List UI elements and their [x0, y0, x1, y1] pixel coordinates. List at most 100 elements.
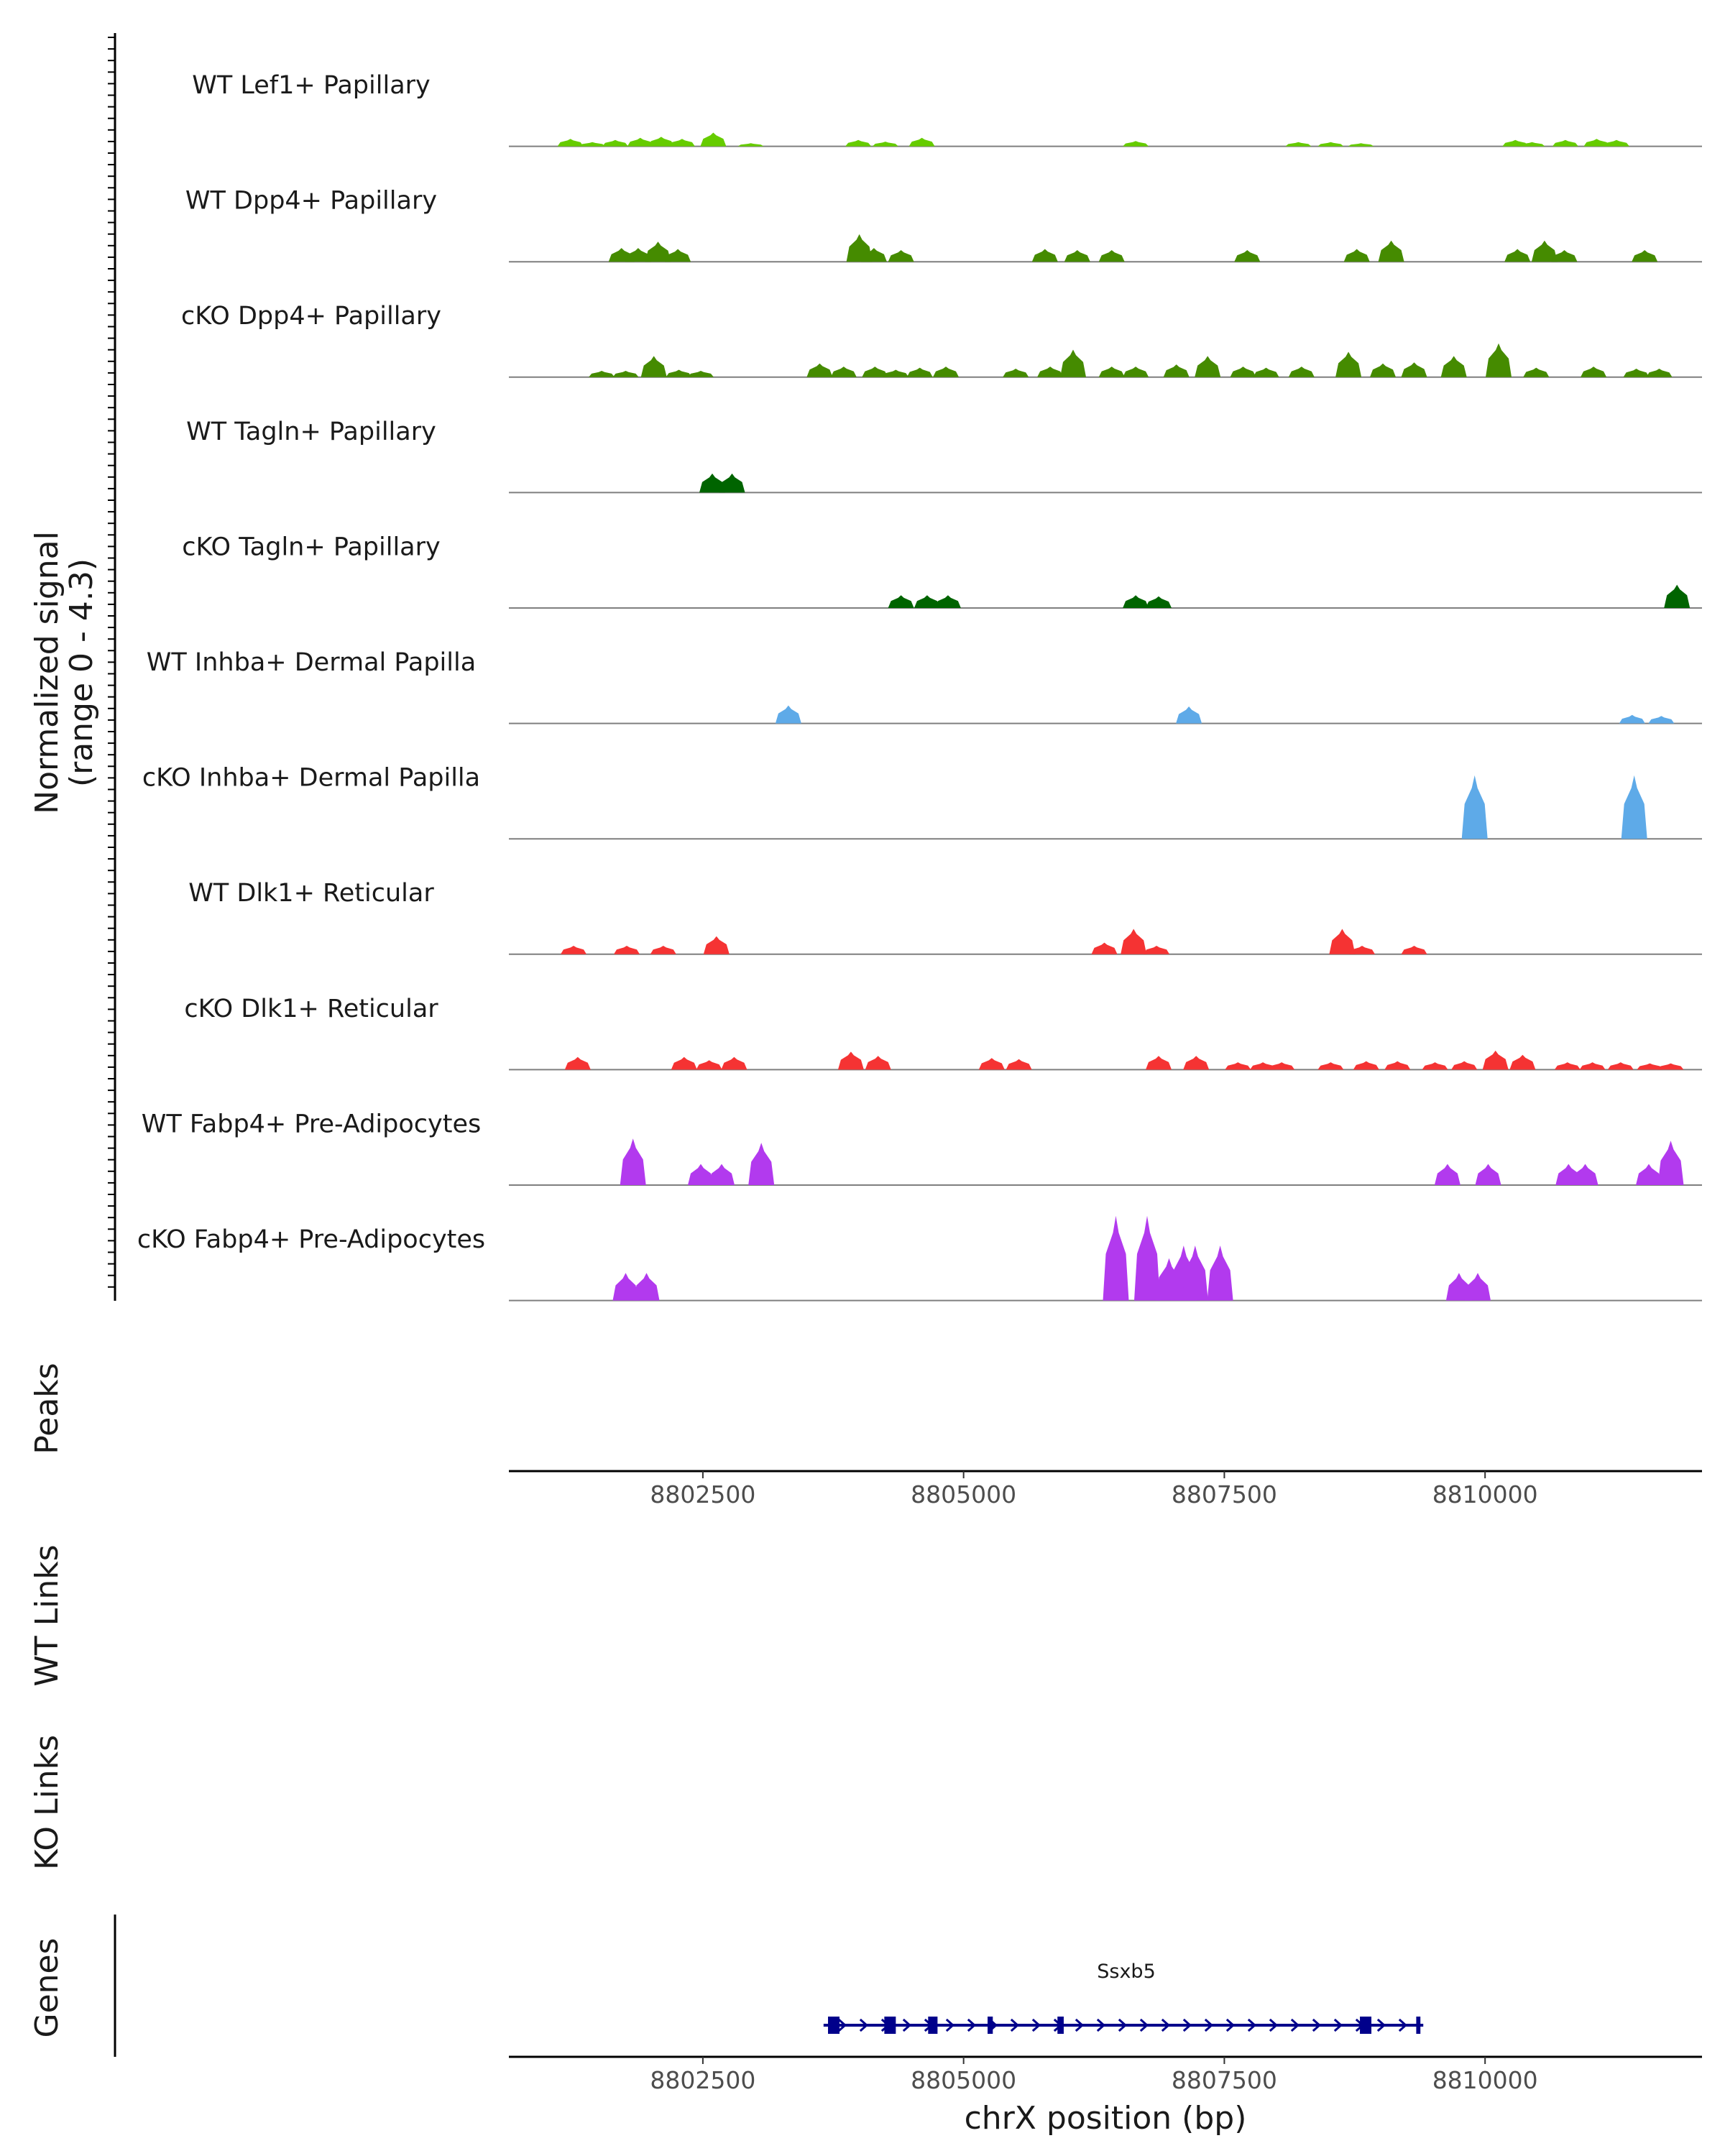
signal-peak [627, 137, 653, 147]
signal-peak [1234, 250, 1261, 262]
track-label: WT Dlk1+ Reticular [188, 879, 434, 908]
signal-peak [668, 139, 695, 147]
strand-arrow-icon [1075, 2018, 1085, 2032]
signal-peak [589, 371, 615, 377]
signal-peak [1434, 1164, 1460, 1185]
signal-peak [1504, 249, 1531, 262]
signal-peak [1370, 363, 1396, 377]
signal-peak [1572, 1164, 1598, 1185]
signal-peak [1445, 1273, 1472, 1301]
signal-peak [1486, 343, 1512, 377]
peaks-x-axis-ticks: 8802500 8805000 8807500 8810000 [650, 1471, 1538, 1508]
signal-peak [1451, 1061, 1478, 1070]
signal-peak [908, 137, 935, 147]
signal-peak [1183, 1056, 1210, 1070]
signal-peak [1317, 142, 1344, 147]
signal-peak [1182, 1245, 1208, 1301]
signal-peak [914, 595, 940, 608]
strand-arrow-icon [1118, 2018, 1128, 2032]
signal-peak [1146, 1056, 1172, 1070]
signal-peak [1123, 141, 1149, 147]
signal-peak [1288, 367, 1315, 377]
signal-peak [1146, 596, 1172, 608]
signal-peak [1103, 1215, 1129, 1301]
signal-peak [1121, 929, 1147, 954]
strand-arrow-icon [945, 2018, 955, 2032]
signal-peak [620, 1138, 646, 1185]
x-tick-label: 8805000 [911, 2066, 1016, 2094]
signal-peak [1176, 706, 1202, 724]
signal-peak [1006, 1059, 1032, 1070]
signal-peak [1632, 250, 1658, 262]
y-axis-label: Normalized signal [29, 531, 65, 814]
gene-exon [1416, 2017, 1421, 2034]
signal-peak [1091, 942, 1118, 954]
x-tick-label: 8802500 [650, 1480, 755, 1508]
coverage-track: WT Dlk1+ Reticular [188, 879, 1702, 955]
signal-peak [665, 249, 691, 262]
signal-peak [721, 1056, 748, 1070]
signal-peak [1037, 367, 1064, 377]
signal-peak [1269, 1062, 1295, 1070]
signal-peak [633, 1273, 660, 1301]
signal-peak [688, 1164, 714, 1185]
signal-peak [1031, 249, 1058, 262]
strand-arrow-icon [1290, 2018, 1300, 2032]
signal-peak [1619, 714, 1645, 724]
signal-peak [561, 946, 586, 954]
strand-arrow-icon [1376, 2018, 1386, 2032]
strand-arrow-icon [902, 2018, 912, 2032]
signal-peak [1285, 142, 1312, 147]
coverage-track: WT Lef1+ Papillary [192, 71, 1702, 147]
signal-peak [830, 367, 857, 377]
signal-peak [1657, 1141, 1684, 1185]
signal-peak [1623, 369, 1650, 377]
strand-arrow-icon [1269, 2018, 1279, 2032]
signal-peak [837, 1051, 864, 1070]
track-label: WT Lef1+ Papillary [192, 71, 431, 100]
signal-peak [579, 142, 606, 147]
signal-peak [1195, 356, 1221, 377]
coverage-track: cKO Fabp4+ Pre-Adipocytes [137, 1215, 1702, 1302]
signal-peak [1123, 367, 1149, 377]
genes-x-axis-ticks: 8802500 8805000 8807500 8810000 [650, 2057, 1538, 2094]
signal-peak [1348, 143, 1374, 147]
signal-peak [1475, 1164, 1501, 1185]
signal-peak [1163, 364, 1190, 377]
signal-peak [1335, 351, 1362, 377]
strand-arrow-icon [1247, 2018, 1257, 2032]
strand-arrow-icon [1398, 2018, 1408, 2032]
strand-arrow-icon [1312, 2018, 1322, 2032]
signal-peak [1509, 1054, 1536, 1070]
signal-peak [696, 1060, 722, 1070]
gene-exon [828, 2017, 840, 2034]
signal-peak [1604, 139, 1629, 147]
signal-peak [564, 1056, 591, 1070]
signal-peak [1648, 716, 1675, 724]
track-label: cKO Fabp4+ Pre-Adipocytes [137, 1225, 485, 1254]
signal-peak [1098, 250, 1125, 262]
signal-peak [1225, 1062, 1251, 1070]
gene-name: Ssxb5 [1097, 1961, 1156, 1983]
signal-peak [1207, 1245, 1233, 1301]
signal-peak [640, 356, 667, 377]
signal-peak [1583, 139, 1610, 147]
signal-peak [1060, 349, 1086, 377]
ko-links-panel-label: KO Links [29, 1735, 65, 1870]
x-tick-label: 8810000 [1432, 1480, 1538, 1508]
strand-arrow-icon [1139, 2018, 1149, 2032]
signal-peak [1531, 240, 1558, 262]
signal-peak [906, 367, 933, 377]
signal-peak [688, 371, 714, 377]
signal-peak [1440, 356, 1467, 377]
signal-peak [1607, 1062, 1634, 1070]
signal-peak [1637, 1063, 1663, 1070]
signal-peak [1465, 1273, 1491, 1301]
signal-peak [1422, 1062, 1448, 1070]
signal-peak [709, 1164, 735, 1185]
genes-panel-label: Genes [29, 1938, 65, 2037]
signal-peak [862, 367, 888, 377]
strand-arrow-icon [1182, 2018, 1192, 2032]
signal-peak [1123, 595, 1149, 608]
